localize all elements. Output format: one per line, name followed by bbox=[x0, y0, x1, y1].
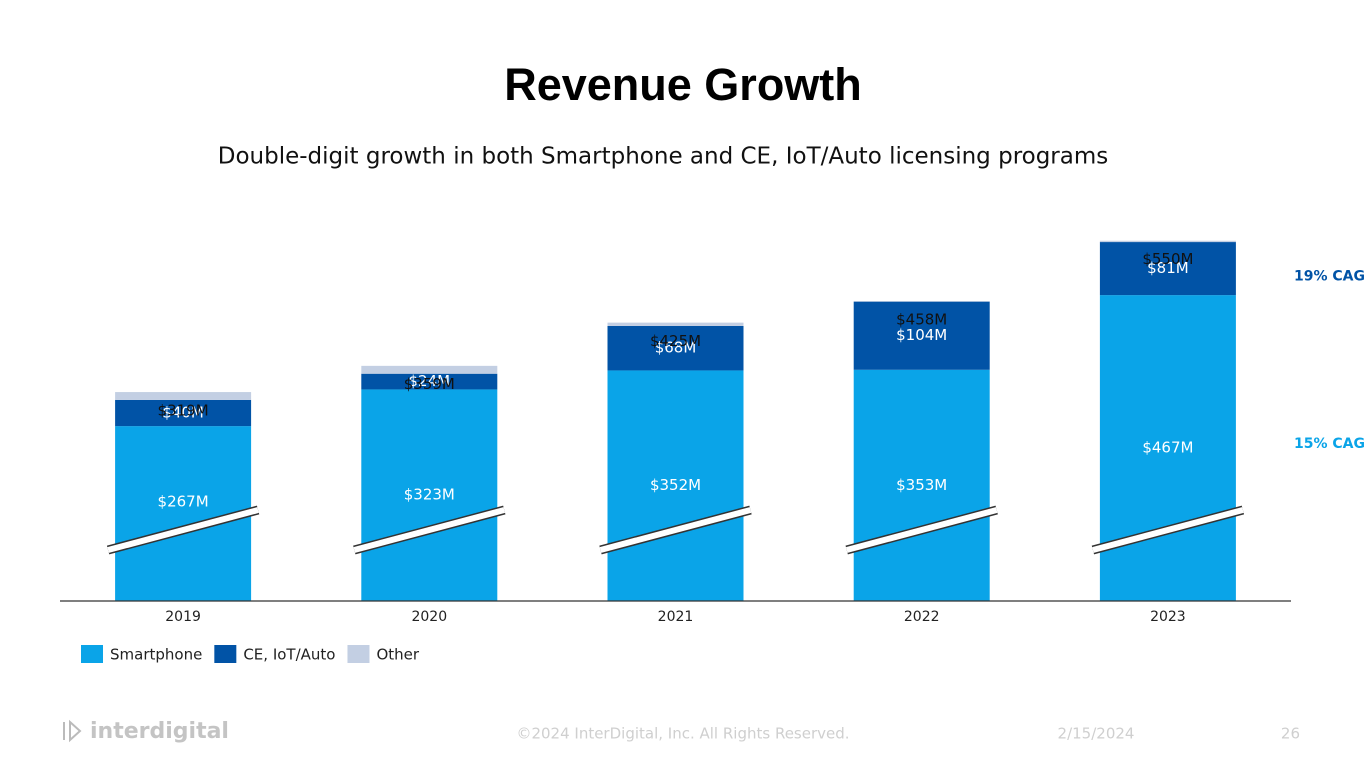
slide-title: Revenue Growth bbox=[504, 59, 862, 110]
bar-segment bbox=[1099, 240, 1236, 243]
x-tick-label: 2019 bbox=[165, 609, 201, 625]
total-label: $319M bbox=[158, 401, 209, 419]
segment-label: $323M bbox=[404, 486, 455, 504]
total-label: $425M bbox=[650, 332, 701, 350]
date: 2/15/2024 bbox=[1058, 725, 1135, 743]
bar-segment bbox=[853, 369, 990, 601]
subtitle: Double-digit growth in both Smartphone a… bbox=[218, 144, 1109, 170]
bar-segment bbox=[1099, 295, 1236, 601]
legend-swatch bbox=[347, 645, 370, 663]
copyright: ©2024 InterDigital, Inc. All Rights Rese… bbox=[516, 725, 849, 743]
x-tick-label: 2021 bbox=[658, 609, 694, 625]
legend-swatch bbox=[214, 645, 237, 663]
segment-label: $352M bbox=[650, 476, 701, 494]
bar-segment bbox=[853, 301, 990, 302]
segment-label: $68M bbox=[655, 339, 697, 357]
axis-break bbox=[107, 507, 259, 553]
bar-segment bbox=[361, 365, 498, 374]
segment-label: $267M bbox=[158, 493, 209, 511]
bar-segment bbox=[607, 322, 744, 326]
x-tick-label: 2023 bbox=[1150, 609, 1186, 625]
logo-icon bbox=[63, 719, 82, 743]
bar-segment bbox=[607, 370, 744, 601]
logo-text: interdigital bbox=[90, 719, 229, 744]
bar-segment bbox=[361, 373, 498, 390]
total-label: $359M bbox=[404, 375, 455, 393]
segment-label: $40M bbox=[162, 404, 204, 422]
legend-label: CE, IoT/Auto bbox=[243, 646, 335, 664]
bar-segment bbox=[607, 325, 744, 371]
axis-break bbox=[353, 507, 506, 553]
segment-label: $24M bbox=[409, 372, 451, 390]
segment-label: $467M bbox=[1142, 439, 1193, 457]
bar-segment bbox=[361, 389, 498, 601]
logo: interdigital bbox=[63, 719, 229, 744]
legend-label: Smartphone bbox=[110, 646, 202, 664]
axis-break bbox=[599, 507, 752, 553]
segment-label: $104M bbox=[896, 326, 947, 344]
cagr-annotation: 19% CAGR bbox=[1294, 269, 1365, 285]
segment-label: $353M bbox=[896, 476, 947, 494]
cagr-annotation: 15% CAGR bbox=[1294, 436, 1365, 452]
bar-segment bbox=[115, 392, 252, 400]
x-tick-label: 2020 bbox=[411, 609, 447, 625]
x-tick-label: 2022 bbox=[904, 609, 940, 625]
segment-label: $81M bbox=[1147, 259, 1189, 277]
axis-break bbox=[1092, 507, 1244, 553]
bar-segment bbox=[1099, 242, 1236, 296]
total-label: $458M bbox=[896, 310, 947, 328]
page-number: 26 bbox=[1281, 725, 1300, 743]
axis-break bbox=[845, 507, 998, 553]
bar-segment bbox=[853, 301, 990, 370]
total-label: $550M bbox=[1142, 250, 1193, 268]
legend-swatch bbox=[81, 645, 103, 663]
legend-label: Other bbox=[376, 646, 419, 664]
bar-segment bbox=[115, 399, 252, 427]
